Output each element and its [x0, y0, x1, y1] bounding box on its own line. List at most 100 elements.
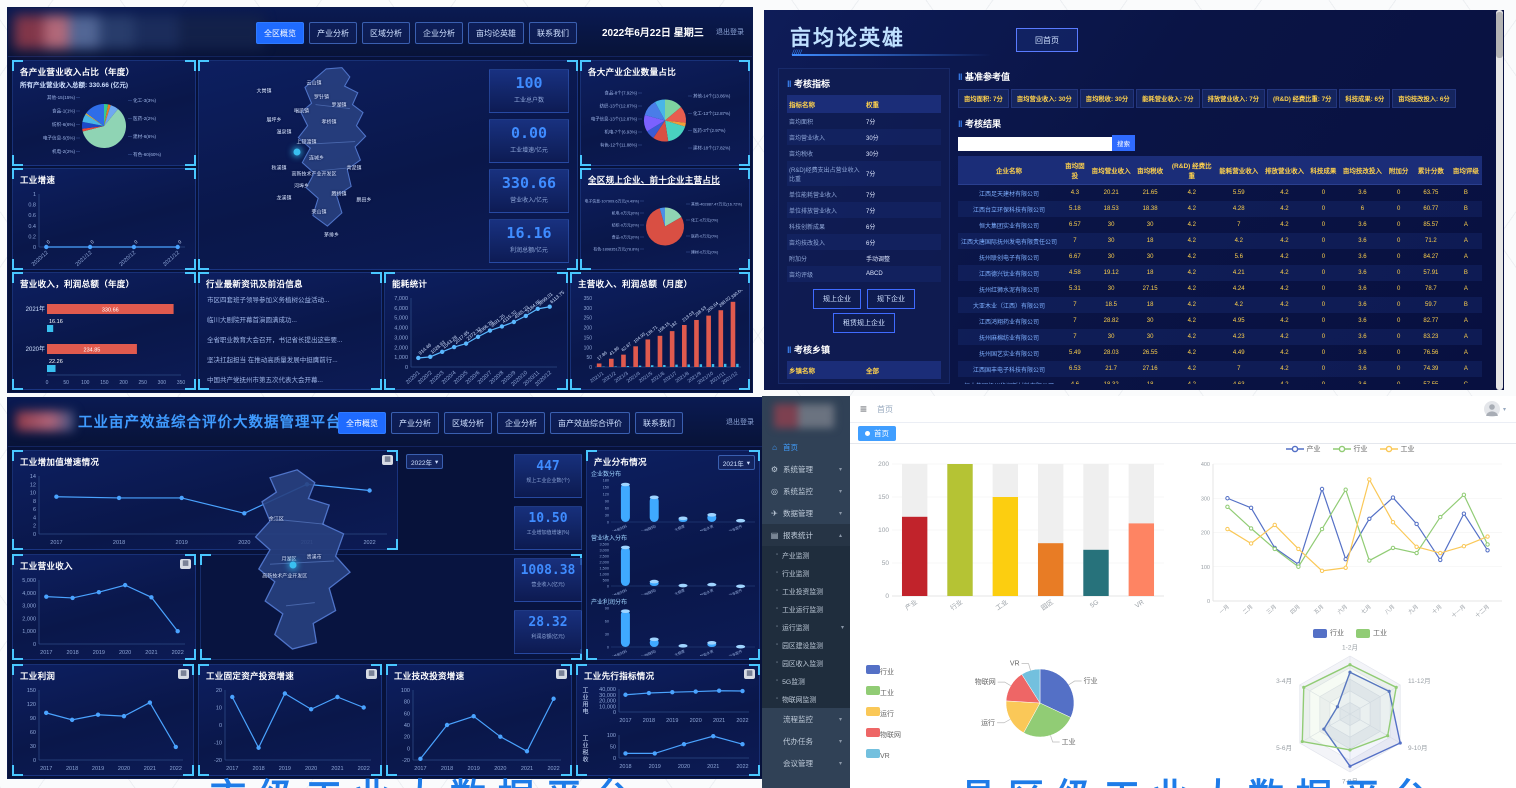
results-column-header[interactable]: 能耗营业收入	[1215, 156, 1262, 185]
tab-home[interactable]: 首页	[858, 425, 896, 441]
legend-item[interactable]: 行业	[1313, 628, 1344, 638]
sidebar-subitem[interactable]: ▫ 园区建设监测	[776, 642, 823, 650]
nav-tab-1[interactable]: 产业分析	[309, 22, 357, 44]
sidebar-subitem[interactable]: ▫ 工业投资监测	[776, 588, 823, 596]
table-row[interactable]: 单位能耗营业收入 7分	[789, 192, 876, 199]
results-column-header[interactable]: 亩均税收	[1132, 156, 1168, 185]
legend-item[interactable]: 物联网	[866, 724, 901, 742]
nav-tab-4[interactable]: 亩产效益综合评价	[550, 412, 630, 434]
line-chart-legend[interactable]: 产业 行业 工业	[1190, 444, 1510, 454]
results-column-header[interactable]: 亩均技改投入	[1339, 156, 1386, 185]
table-row[interactable]: 亩均面积 7分	[789, 119, 876, 126]
legend-item[interactable]: 行业	[866, 661, 901, 679]
legend-item[interactable]: 运行	[866, 703, 901, 721]
legend-item[interactable]: 行业	[1332, 444, 1368, 454]
nav-tab-3[interactable]: 企业分析	[415, 22, 463, 44]
logout-link[interactable]: 退出登录	[716, 29, 744, 36]
news-item[interactable]: 全省职业教育大会召开，书记省长提出这些要...	[207, 337, 343, 344]
panel-toggle-icon[interactable]: ▦	[366, 669, 377, 679]
table-row[interactable]: 亩均技改投入 6分	[787, 234, 941, 250]
table-row[interactable]: 青云街道西大街街道	[787, 379, 941, 383]
company-row[interactable]: 恒大集团抚州华润新材料有限公司4.618.32184.24.634.203.60…	[958, 377, 1482, 384]
company-row[interactable]: 江西台立环保科技有限公司 5.18 18.53 18.38 4.2 4.28 4.2 0 6 0 6…	[958, 201, 1482, 217]
company-row[interactable]: 江西鸿翔药业有限公司 7 28.82 30 4.2 4.95 4.2 0 3.6 0 82.77 A	[979, 318, 1468, 326]
year-select[interactable]: 2021年 ▾	[717, 455, 755, 470]
filter-leased-button[interactable]: 租赁规上企业	[833, 313, 895, 333]
news-item[interactable]: 市区四套班子领导参加义务植树公益活动...	[207, 297, 330, 304]
radar-chart-legend[interactable]: 行业 工业	[1200, 628, 1500, 638]
sidebar-subitem[interactable]: ▫ 产业监测	[776, 552, 810, 560]
sidebar-subitem[interactable]: ▫ 行业监测	[776, 570, 810, 578]
company-row[interactable]: 江西大唐国际抚州发电有限责任公司 7 30 18 4.2 4.2 4.2 0 3.6 0 71.2 A	[958, 233, 1482, 249]
legend-item[interactable]: 产业	[1285, 444, 1321, 454]
sidebar-subitem[interactable]: ▫ 5G监测	[776, 678, 805, 686]
nav-tab-2[interactable]: 区域分析	[362, 22, 410, 44]
company-row[interactable]: 抚州国艺实业有限公司 5.49 28.03 26.55 4.2 4.49 4.2 0 3.6 0 7…	[979, 350, 1468, 358]
news-item[interactable]: 坚决扛起担当 在推动高质量发展中挺膺前行...	[207, 357, 338, 364]
nav-tab-2[interactable]: 区域分析	[444, 412, 492, 434]
table-row[interactable]: 单位排放营业收入 7分	[787, 202, 941, 218]
news-item[interactable]: 中国共产党抚州市第五次代表大会开幕...	[207, 377, 323, 384]
sidebar-subitem[interactable]: ▫ 工业运行监测	[776, 606, 823, 614]
panel-toggle-icon[interactable]: ▦	[180, 559, 191, 569]
table-row[interactable]: 附加分 手动调整	[789, 256, 891, 263]
results-column-header[interactable]: 排放营业收入	[1261, 156, 1308, 185]
sidebar-item-3[interactable]: ✈ 数据管理 ▾	[771, 508, 842, 518]
year-select[interactable]: 2022年 ▾	[406, 454, 444, 469]
user-avatar[interactable]: ▾	[1483, 401, 1506, 417]
breadcrumb[interactable]: 首页	[877, 404, 894, 414]
company-row[interactable]: 抚州联创电子有限公司 6.67 30 30 4.2 5.6 4.2 0 3.6 0 84.27 A	[979, 254, 1468, 262]
company-row[interactable]: 大亚木业（江西）有限公司 7 18.5 18 4.2 4.2 4.2 0 3.6 0 59.7 B	[958, 297, 1482, 313]
company-row[interactable]: 恒大集团实业有限公司 6.57 30 30 4.2 7 4.2 0 3.6 0 85.57 A	[979, 222, 1468, 230]
nav-tab-5[interactable]: 联系我们	[529, 22, 577, 44]
sidebar-item-0[interactable]: ⌂ 首页	[762, 436, 850, 458]
results-column-header[interactable]: 科技成果	[1307, 156, 1340, 185]
district-map[interactable]: 云山镇 大岗镇 罗针镇 罗湖镇 唱凯镇 展坪乡 孝桥镇 温泉镇 上顿渡镇 连城乡 秋溪镇 高新技术产业…	[209, 65, 459, 263]
nav-tab-3[interactable]: 企业分析	[497, 412, 545, 434]
table-row[interactable]: 科技创新成果 6分	[789, 224, 876, 231]
sidebar-subitem[interactable]: ▫ 物联网监测	[776, 696, 817, 704]
nav-tab-0[interactable]: 全区概览	[256, 22, 304, 44]
legend-item[interactable]: 工业	[866, 682, 901, 700]
sidebar-item-6[interactable]: 代办任务 ▾	[783, 736, 842, 746]
results-column-header[interactable]: 附加分	[1385, 156, 1413, 185]
sidebar-item-5[interactable]: 流程监控 ▾	[783, 714, 842, 724]
results-column-header[interactable]: 亩均评级	[1449, 156, 1482, 185]
table-row[interactable]: 亩均营业收入 30分	[787, 129, 941, 145]
sidebar-item-7[interactable]: 会议管理 ▾	[783, 758, 842, 768]
nav-tab-5[interactable]: 联系我们	[635, 412, 683, 434]
table-row[interactable]: 亩均评级 ABCD	[787, 266, 941, 282]
company-row[interactable]: 江西德兴钛业有限公司 4.58 19.12 18 4.2 4.21 4.2 0 3.6 0 57.9…	[958, 265, 1482, 281]
filter-below-scale-button[interactable]: 规下企业	[867, 289, 915, 309]
legend-item[interactable]: 工业	[1356, 628, 1387, 638]
panel-toggle-icon[interactable]: ▦	[556, 669, 567, 679]
legend-item[interactable]: VR	[866, 745, 901, 763]
results-column-header[interactable]: 亩均固投	[1060, 156, 1090, 185]
sidebar-item-2[interactable]: ◎ 系统监控 ▾	[771, 486, 842, 496]
scrollbar-thumb[interactable]	[1496, 12, 1503, 58]
scrollbar-track[interactable]	[1496, 10, 1503, 390]
results-column-header[interactable]: (R&D) 经费比重	[1167, 156, 1216, 185]
panel-toggle-icon[interactable]: ▦	[178, 669, 189, 679]
table-row[interactable]: (R&D)经费支出占营业收入比重 7分	[787, 161, 941, 186]
search-button[interactable]: 搜索	[1112, 135, 1135, 151]
nav-tab-0[interactable]: 全市概览	[338, 412, 386, 434]
filter-above-scale-button[interactable]: 规上企业	[813, 289, 861, 309]
company-row[interactable]: 江西国丰电子科技有限公司 6.53 21.7 27.16 4.2 7 4.2 0 3.6 0 74.…	[958, 361, 1482, 377]
hamburger-icon[interactable]: ≡	[860, 402, 868, 416]
legend-item[interactable]: 工业	[1379, 444, 1415, 454]
search-input[interactable]	[958, 136, 1112, 151]
sidebar-subitem[interactable]: ▫ 运行监测 ▾	[776, 624, 844, 632]
logout-link[interactable]: 退出登录	[726, 419, 754, 426]
nav-tab-4[interactable]: 亩均论英雄	[468, 22, 524, 44]
city-map[interactable]: 余江区 月湖区 贵溪市 高新技术产业开发区	[205, 465, 415, 657]
pie-chart-legend[interactable]: 行业工业运行物联网 VR	[866, 658, 901, 766]
panel-toggle-icon[interactable]: ▦	[744, 669, 755, 679]
back-home-button[interactable]: 回首页	[1016, 28, 1078, 52]
nav-tab-1[interactable]: 产业分析	[391, 412, 439, 434]
news-item[interactable]: 临川大剧院开幕首演圆满成功...	[207, 317, 297, 324]
sidebar-item-4[interactable]: ▤ 报表统计 ▴	[762, 524, 850, 546]
sidebar-item-1[interactable]: ⚙ 系统管理 ▾	[770, 464, 842, 474]
company-row[interactable]: 江西足天建材有限公司 4.3 20.21 21.65 4.2 5.59 4.2 0 3.6 0 63…	[979, 190, 1468, 198]
results-column-header[interactable]: 企业名称	[958, 156, 1061, 185]
